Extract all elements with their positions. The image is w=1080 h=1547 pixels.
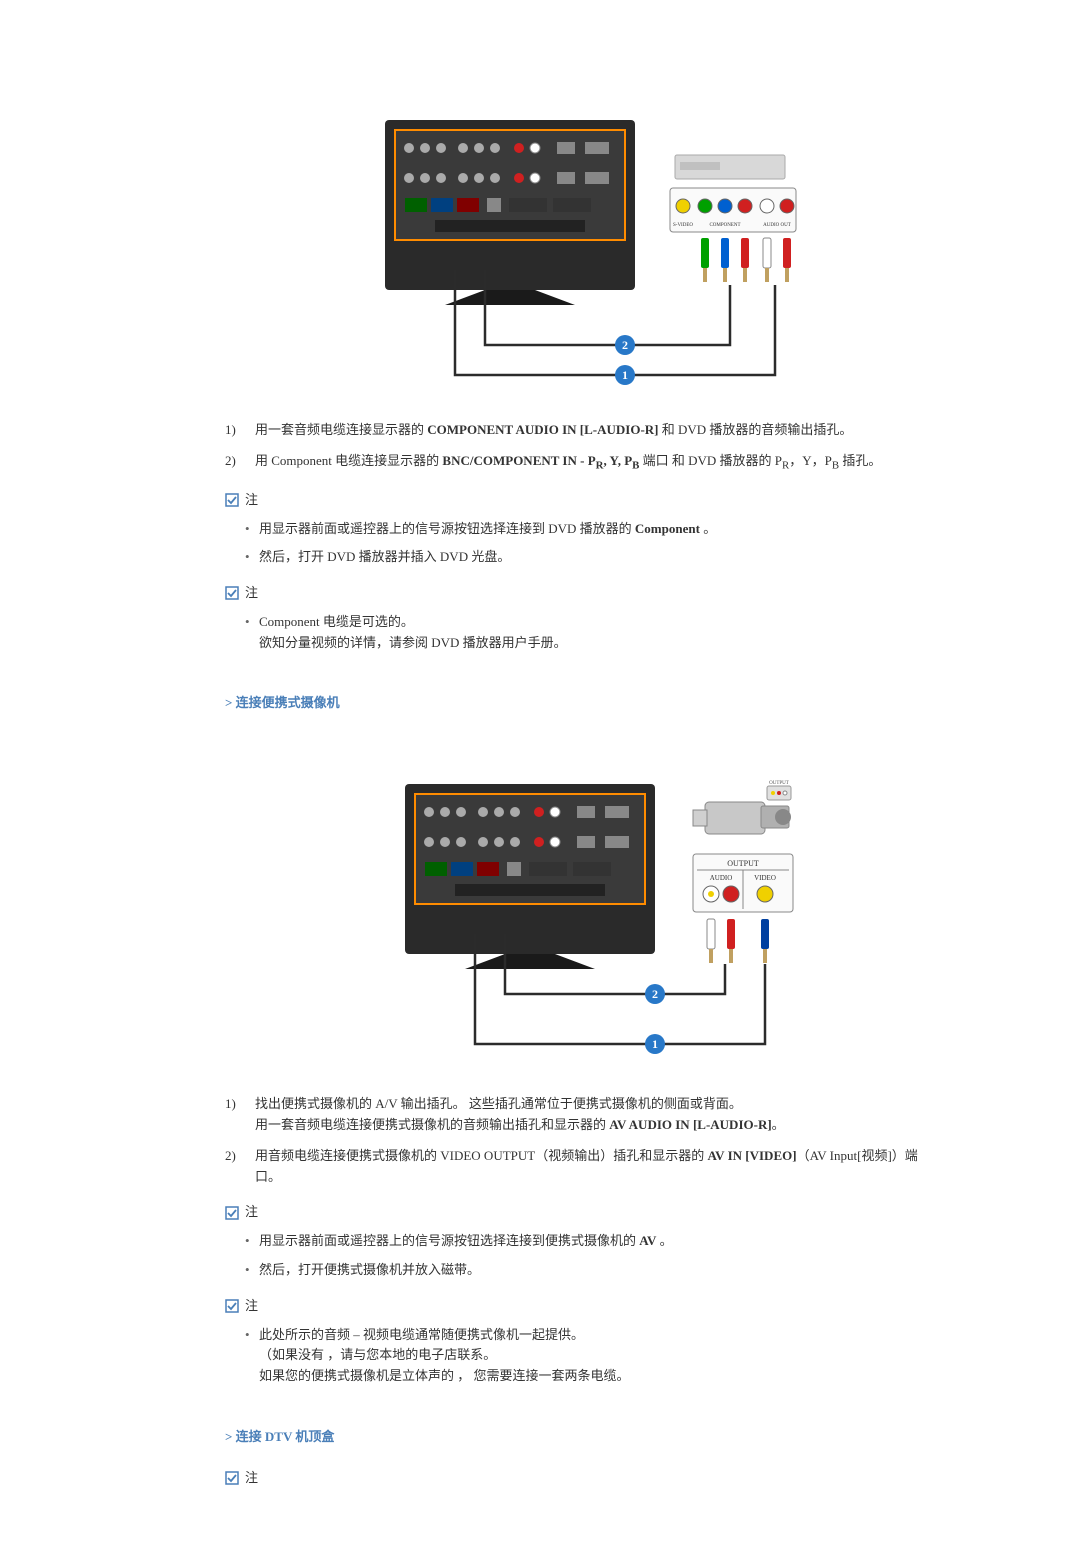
svg-text:1: 1: [622, 368, 628, 382]
step-number: 1): [225, 1094, 255, 1136]
svg-text:OUTPUT: OUTPUT: [727, 859, 759, 868]
camcorder-icon: OUTPUT: [693, 781, 791, 834]
note-label: 注: [225, 583, 925, 604]
step-item: 2)用音频电缆连接便携式摄像机的 VIDEO OUTPUT（视频输出）插孔和显示…: [225, 1146, 925, 1188]
check-icon: [225, 586, 239, 600]
check-icon: [225, 493, 239, 507]
note-bullets: Component 电缆是可选的。欲知分量视频的详情，请参阅 DVD 播放器用户…: [245, 612, 925, 654]
note-label: 注: [225, 1296, 925, 1317]
diagram-svg: OUTPUT OUTPUT AUDIO VIDEO 1 2: [335, 734, 815, 1064]
camcorder-steps-list: 1)找出便携式摄像机的 A/V 输出插孔。 这些插孔通常位于便携式摄像机的侧面或…: [225, 1094, 925, 1187]
bullet-item: 此处所示的音频 – 视频电缆通常随便携式像机一起提供。（如果没有 ，请与您本地的…: [245, 1325, 925, 1387]
plugs: [701, 238, 791, 282]
step-text: 用音频电缆连接便携式摄像机的 VIDEO OUTPUT（视频输出）插孔和显示器的…: [255, 1146, 925, 1188]
note-text: 注: [245, 1296, 258, 1317]
step-text: 用 Component 电缆连接显示器的 BNC/COMPONENT IN - …: [255, 451, 925, 475]
section-title-dtv: 连接 DTV 机顶盒: [225, 1427, 925, 1448]
check-icon: [225, 1299, 239, 1313]
diagram-svg: S-VIDEO COMPONENT AUDIO OUT 1 2: [335, 70, 815, 390]
check-icon: [225, 1206, 239, 1220]
note-label: 注: [225, 490, 925, 511]
note-label: 注: [225, 1468, 925, 1489]
step-number: 2): [225, 451, 255, 475]
note-text: 注: [245, 490, 258, 511]
svg-text:COMPONENT: COMPONENT: [709, 223, 740, 228]
note-bullets: 用显示器前面或遥控器上的信号源按钮选择连接到便携式摄像机的 AV 。 然后，打开…: [245, 1231, 925, 1281]
svg-text:1: 1: [652, 1037, 658, 1051]
svg-text:OUTPUT: OUTPUT: [769, 781, 789, 786]
bullet-item: Component 电缆是可选的。欲知分量视频的详情，请参阅 DVD 播放器用户…: [245, 612, 925, 654]
step-text: 找出便携式摄像机的 A/V 输出插孔。 这些插孔通常位于便携式摄像机的侧面或背面…: [255, 1094, 925, 1136]
check-icon: [225, 1471, 239, 1485]
svg-text:2: 2: [652, 987, 658, 1001]
note-text: 注: [245, 583, 258, 604]
note-text: 注: [245, 1202, 258, 1223]
note-label: 注: [225, 1202, 925, 1223]
section-title-camcorder: 连接便携式摄像机: [225, 693, 925, 714]
step-number: 2): [225, 1146, 255, 1188]
step-number: 1): [225, 420, 255, 441]
svg-text:S-VIDEO: S-VIDEO: [673, 223, 693, 228]
step-item: 1)找出便携式摄像机的 A/V 输出插孔。 这些插孔通常位于便携式摄像机的侧面或…: [225, 1094, 925, 1136]
svg-text:VIDEO: VIDEO: [754, 874, 776, 882]
svg-text:AUDIO: AUDIO: [710, 874, 733, 882]
step-text: 用一套音频电缆连接显示器的 COMPONENT AUDIO IN [L-AUDI…: [255, 420, 925, 441]
bullet-item: 用显示器前面或遥控器上的信号源按钮选择连接到 DVD 播放器的 Componen…: [245, 519, 925, 540]
note-text: 注: [245, 1468, 258, 1489]
step-item: 2)用 Component 电缆连接显示器的 BNC/COMPONENT IN …: [225, 451, 925, 475]
dvd-connection-diagram: S-VIDEO COMPONENT AUDIO OUT 1 2: [225, 70, 925, 390]
note-bullets: 此处所示的音频 – 视频电缆通常随便携式像机一起提供。（如果没有 ，请与您本地的…: [245, 1325, 925, 1387]
svg-text:2: 2: [622, 338, 628, 352]
bullet-item: 用显示器前面或遥控器上的信号源按钮选择连接到便携式摄像机的 AV 。: [245, 1231, 925, 1252]
step-item: 1)用一套音频电缆连接显示器的 COMPONENT AUDIO IN [L-AU…: [225, 420, 925, 441]
svg-text:AUDIO OUT: AUDIO OUT: [763, 223, 791, 228]
note-bullets: 用显示器前面或遥控器上的信号源按钮选择连接到 DVD 播放器的 Componen…: [245, 519, 925, 569]
bullet-item: 然后，打开 DVD 播放器并插入 DVD 光盘。: [245, 547, 925, 568]
camcorder-connection-diagram: OUTPUT OUTPUT AUDIO VIDEO 1 2: [225, 734, 925, 1064]
bullet-item: 然后，打开便携式摄像机并放入磁带。: [245, 1260, 925, 1281]
dvd-steps-list: 1)用一套音频电缆连接显示器的 COMPONENT AUDIO IN [L-AU…: [225, 420, 925, 475]
